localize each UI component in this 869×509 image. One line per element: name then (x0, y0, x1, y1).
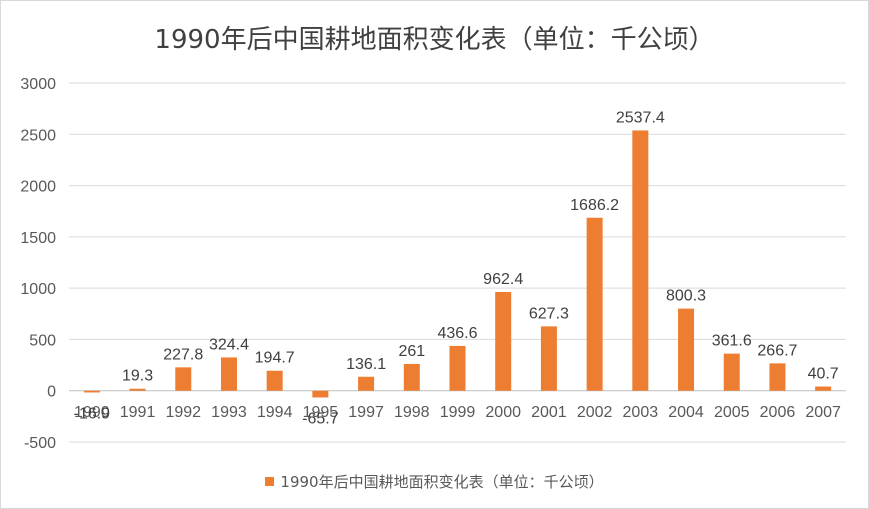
data-label: 19.3 (122, 368, 153, 385)
data-label: -16.9 (74, 405, 111, 422)
bar (358, 376, 375, 391)
data-label: 194.7 (255, 350, 295, 367)
y-tick-label: 1500 (20, 230, 56, 247)
x-tick-label: 2001 (531, 404, 567, 421)
bar (540, 326, 557, 391)
y-tick-label: 0 (47, 384, 56, 401)
chart-title: 1990年后中国耕地面积变化表（单位：千公顷） (154, 25, 715, 55)
bar (312, 390, 329, 398)
x-tick-label: 1999 (440, 404, 476, 421)
bar (586, 217, 603, 391)
x-tick-label: 1993 (211, 404, 247, 421)
bar (632, 130, 649, 391)
x-tick-label: 2002 (577, 404, 613, 421)
bar (769, 363, 786, 391)
data-label: 1686.2 (570, 197, 619, 214)
legend: 1990年后中国耕地面积变化表（单位：千公顷） (1, 471, 868, 492)
bar (129, 388, 146, 391)
bar (175, 367, 192, 391)
data-label: 962.4 (483, 271, 523, 288)
bar (723, 353, 740, 391)
x-tick-label: 1994 (257, 404, 293, 421)
x-tick-label: 2007 (805, 404, 841, 421)
bar (403, 363, 420, 391)
y-tick-label: 2500 (20, 127, 56, 144)
bar (495, 291, 512, 391)
x-tick-label: 1998 (394, 404, 430, 421)
data-label: 436.6 (437, 325, 477, 342)
legend-label: 1990年后中国耕地面积变化表（单位：千公顷） (280, 473, 604, 491)
data-label: -65.7 (302, 410, 339, 427)
data-label: 2537.4 (616, 109, 665, 126)
data-label: 627.3 (529, 305, 569, 322)
x-tick-label: 1991 (120, 404, 156, 421)
data-label: 324.4 (209, 336, 249, 353)
bar (449, 345, 466, 391)
bar (678, 308, 695, 391)
x-tick-label: 2000 (485, 404, 521, 421)
bar (266, 370, 283, 391)
bar (815, 386, 832, 391)
x-tick-label: 1990 (74, 404, 110, 421)
x-tick-label: 1992 (165, 404, 201, 421)
x-tick-label: 1995 (303, 404, 339, 421)
x-tick-label: 2003 (623, 404, 659, 421)
data-label: 227.8 (163, 346, 203, 363)
x-tick-label: 1997 (348, 404, 384, 421)
data-label: 261 (398, 343, 425, 360)
x-tick-label: 2005 (714, 404, 750, 421)
y-tick-label: 500 (29, 332, 56, 349)
x-tick-label: 2004 (668, 404, 704, 421)
data-label: 266.7 (757, 342, 797, 359)
y-tick-label: 1000 (20, 281, 56, 298)
data-label: 361.6 (712, 333, 752, 350)
data-label: 800.3 (666, 288, 706, 305)
legend-swatch (265, 477, 275, 486)
y-tick-label: 2000 (20, 179, 56, 196)
y-tick-label: -500 (24, 435, 56, 452)
data-label: 136.1 (346, 356, 386, 373)
bar (220, 357, 237, 391)
data-label: 40.7 (808, 366, 839, 383)
bar (83, 390, 100, 393)
x-tick-label: 2006 (760, 404, 796, 421)
y-tick-label: 3000 (20, 76, 56, 93)
